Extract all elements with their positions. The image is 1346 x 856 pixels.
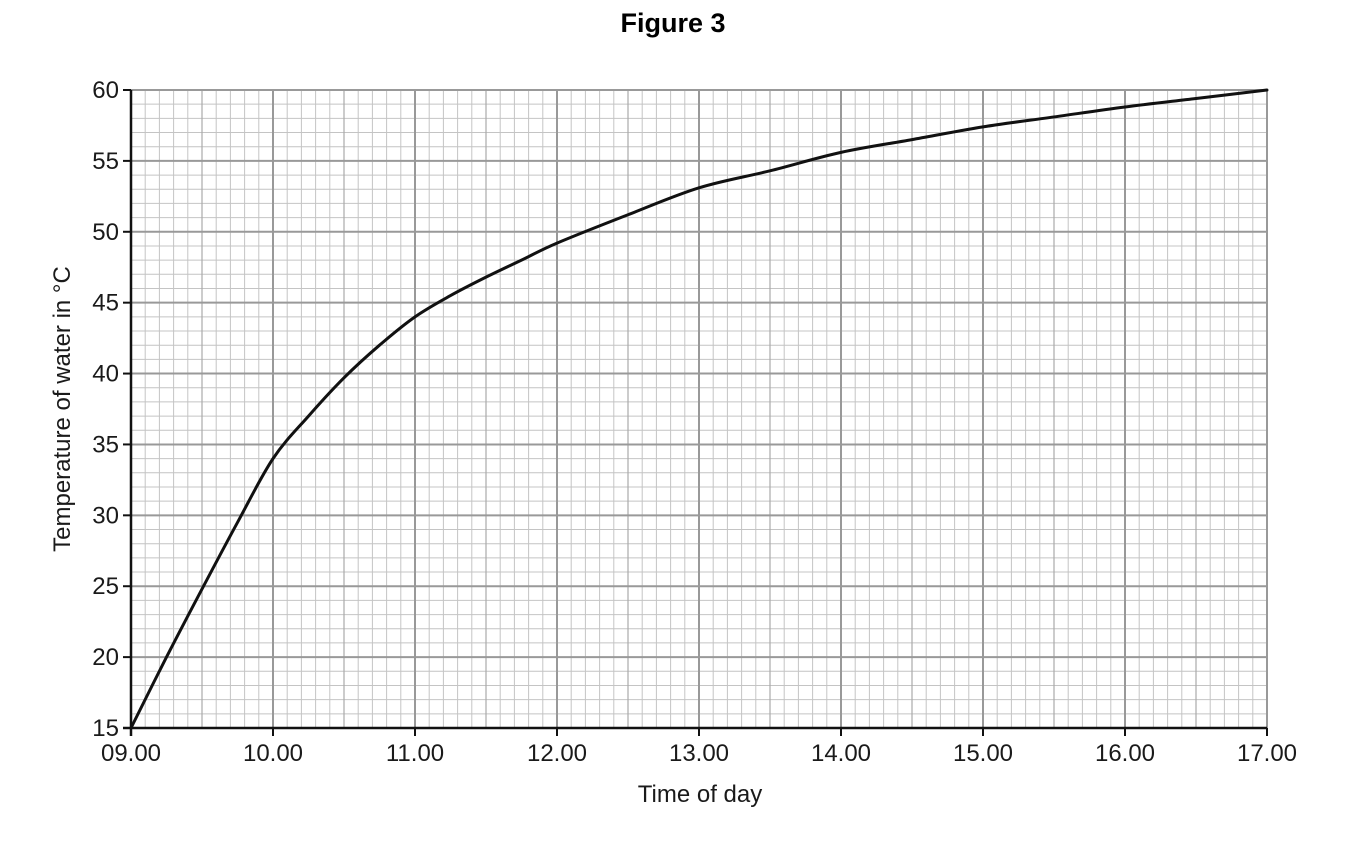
x-tick-label: 11.00 <box>386 740 444 767</box>
y-tick-label: 55 <box>92 148 119 175</box>
x-tick-label: 14.00 <box>811 740 871 767</box>
y-tick-label: 45 <box>92 290 119 317</box>
y-tick-label: 60 <box>92 77 119 104</box>
y-axis-label: Temperature of water in °C <box>49 266 76 552</box>
y-tick-label: 50 <box>92 219 119 246</box>
y-tick-label: 20 <box>92 644 119 671</box>
x-tick-label: 10.00 <box>243 740 303 767</box>
y-tick-label: 25 <box>92 573 119 600</box>
x-tick-label: 12.00 <box>527 740 587 767</box>
axes <box>123 89 1268 736</box>
temperature-curve <box>129 88 1269 730</box>
y-tick-label: 30 <box>92 502 119 529</box>
y-tick-label: 15 <box>92 715 119 742</box>
x-tick-label: 09.00 <box>101 740 161 767</box>
x-tick-label: 16.00 <box>1095 740 1155 767</box>
series-layer <box>129 88 1269 730</box>
y-tick-labels: 15 20 25 30 35 40 45 50 55 60 <box>92 77 119 742</box>
x-axis-label: Time of day <box>638 781 763 808</box>
figure-title: Figure 3 <box>620 8 726 38</box>
x-tick-label: 13.00 <box>669 740 729 767</box>
y-tick-label: 40 <box>92 361 119 388</box>
x-tick-label: 15.00 <box>953 740 1013 767</box>
x-tick-label: 17.00 <box>1237 740 1297 767</box>
y-tick-label: 35 <box>92 431 119 458</box>
x-tick-labels: 09.00 10.00 11.00 12.00 13.00 14.00 15.00 16.00… <box>101 740 1297 767</box>
